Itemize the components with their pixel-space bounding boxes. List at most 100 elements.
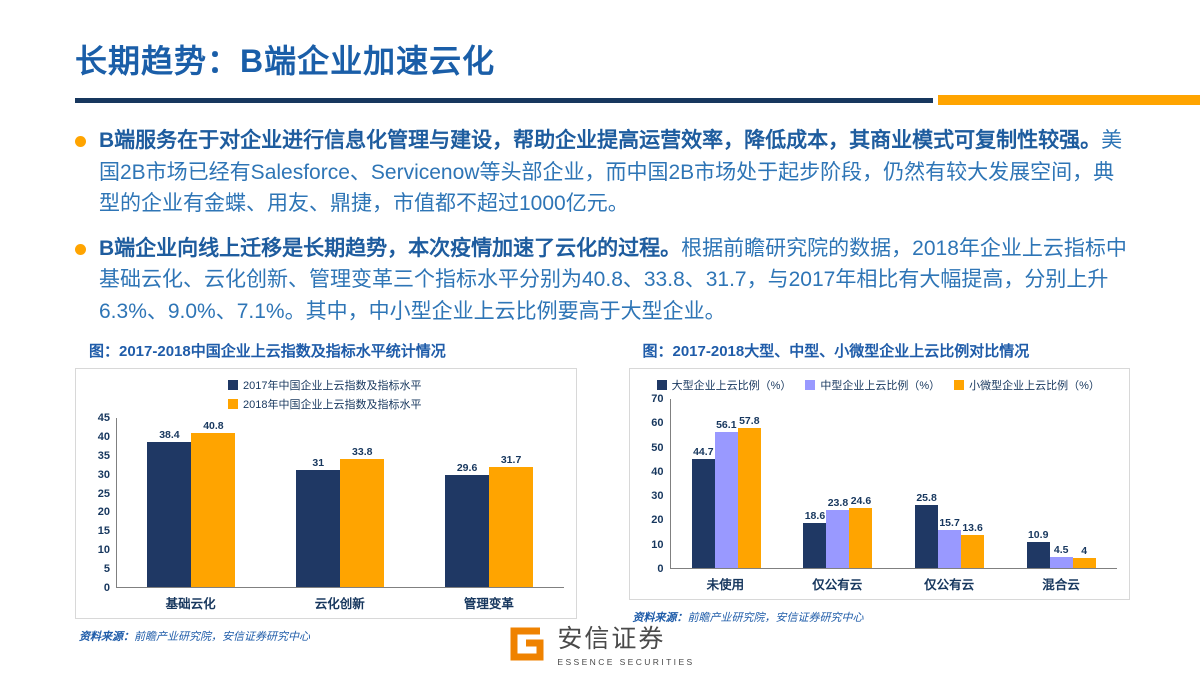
- legend-label: 中型企业上云比例（%）: [820, 380, 941, 392]
- bar: [737, 427, 761, 568]
- bar-with-label: 44.7: [691, 446, 715, 568]
- bar: [849, 508, 873, 568]
- bar-with-label: 38.4: [147, 428, 192, 587]
- source-label: 资料来源：: [79, 631, 134, 643]
- category-label: 云化创新: [314, 597, 365, 611]
- value-label: 33.8: [352, 446, 373, 459]
- plot-wrap: 0 10 20 30 40 50 60 70 44.7 56.1 57.8 18.6 23.8 24.6…: [651, 393, 1118, 593]
- title-divider: [75, 95, 1200, 105]
- divider-orange-bar: [938, 95, 1200, 105]
- bar: [445, 475, 490, 587]
- bar-with-label: 57.8: [737, 414, 761, 568]
- bar-with-label: 25.8: [915, 492, 939, 568]
- bar: [714, 431, 738, 568]
- bar: [1072, 558, 1096, 568]
- bar-with-label: 4: [1072, 545, 1096, 568]
- y-tick-label: 40: [97, 430, 110, 443]
- value-label: 57.8: [739, 414, 760, 427]
- bar: [191, 432, 236, 587]
- legend-swatch: [228, 399, 238, 409]
- bar-group: 10.9 4.5 4: [1005, 399, 1117, 568]
- chart-title: 图：2017-2018中国企业上云指数及指标水平统计情况: [89, 343, 446, 360]
- legend-swatch: [656, 380, 667, 390]
- bar-with-label: 18.6: [803, 509, 827, 568]
- bar: [826, 510, 850, 568]
- value-label: 31.7: [500, 454, 522, 467]
- x-axis-labels: 未使用 仅公有云 仅公有云 混合云: [670, 574, 1118, 593]
- y-tick-label: 45: [97, 412, 110, 424]
- plot-area: 0 5 10 15 20 25 30 35 40 45 38.4 40.8 31 33.8 29.6 31.…: [98, 412, 564, 594]
- charts-row: 图：2017-2018中国企业上云指数及指标水平统计情况 2017年中国企业上云…: [75, 340, 1130, 644]
- category-label: 未使用: [706, 578, 745, 592]
- y-tick-label: 60: [651, 417, 664, 430]
- source-note: 资料来源：前瞻产业研究院，安信证券研究中心: [79, 628, 577, 644]
- bar: [147, 441, 192, 587]
- value-label: 13.6: [962, 521, 983, 534]
- bar: [961, 534, 985, 568]
- chart-frame: 大型企业上云比例（%） 中型企业上云比例（%） 小微型企业上云比例（%） 0 10 20…: [628, 368, 1130, 600]
- bar-with-label: 13.6: [961, 521, 985, 568]
- legend-swatch: [805, 380, 816, 390]
- legend-item: 大型企业上云比例（%）: [656, 377, 792, 393]
- bullet-lead: B端企业向线上迁移是长期趋势，本次疫情加速了云化的过程。: [99, 236, 682, 260]
- bars-zone: 44.7 56.1 57.8 18.6 23.8 24.6 25.8 15.7 13.6 10.9…: [669, 399, 1117, 569]
- y-tick-label: 10: [651, 538, 664, 551]
- enterprise-cloud-ratio-chart: 图：2017-2018大型、中型、小微型企业上云比例对比情况 大型企业上云比例（…: [628, 340, 1130, 644]
- category-label: 混合云: [1042, 578, 1080, 592]
- bar-with-label: 15.7: [938, 517, 962, 568]
- value-label: 23.8: [827, 497, 849, 510]
- page-title: 长期趋势：B端企业加速云化: [75, 43, 496, 79]
- bar: [691, 459, 715, 568]
- bar: [803, 522, 827, 568]
- category-label: 管理变革: [463, 597, 514, 611]
- value-label: 29.6: [456, 462, 478, 475]
- bar-with-label: 31: [296, 456, 341, 587]
- legend-item: 2017年中国企业上云指数及指标水平: [228, 377, 421, 393]
- value-label: 4: [1081, 545, 1088, 558]
- bar-group: 29.6 31.7: [415, 418, 564, 587]
- chart-legend: 大型企业上云比例（%） 中型企业上云比例（%） 小微型企业上云比例（%）: [640, 377, 1118, 393]
- bar-with-label: 24.6: [849, 495, 873, 568]
- bar: [938, 529, 962, 568]
- bullet-icon: [75, 136, 86, 147]
- bar-group: 18.6 23.8 24.6: [782, 399, 894, 568]
- bar-group: 38.4 40.8: [117, 418, 266, 587]
- category-label: 基础云化: [165, 597, 216, 611]
- value-label: 10.9: [1027, 528, 1049, 541]
- y-tick-label: 40: [651, 465, 664, 478]
- brand-subtitle: ESSENCE SECURITIES: [557, 657, 695, 667]
- bars-zone: 38.4 40.8 31 33.8 29.6 31.7: [116, 418, 564, 588]
- chart-title: 图：2017-2018大型、中型、小微型企业上云比例对比情况: [642, 343, 1030, 360]
- y-tick-label: 35: [97, 449, 110, 462]
- y-tick-label: 30: [651, 490, 664, 503]
- y-tick-label: 0: [657, 563, 664, 575]
- value-label: 24.6: [850, 495, 872, 508]
- brand-name: 安信证券: [557, 625, 666, 653]
- y-tick-label: 70: [651, 393, 664, 405]
- value-label: 40.8: [203, 419, 224, 432]
- plot-area: 0 10 20 30 40 50 60 70 44.7 56.1 57.8 18.6 23.8 24.6…: [651, 393, 1117, 575]
- bar: [340, 459, 385, 587]
- bullet-item: B端服务在于对企业进行信息化管理与建设，帮助企业提高运营效率，降低成本，其商业模…: [75, 125, 1130, 220]
- value-label: 38.4: [159, 428, 180, 441]
- bullet-text: B端企业向线上迁移是长期趋势，本次疫情加速了云化的过程。根据前瞻研究院的数据，2…: [99, 233, 1130, 328]
- value-label: 31: [312, 456, 325, 469]
- legend-label: 2017年中国企业上云指数及指标水平: [243, 380, 422, 392]
- legend-label: 2018年中国企业上云指数及指标水平: [243, 399, 422, 411]
- brand-text: 安信证券 ESSENCE SECURITIES: [557, 619, 694, 667]
- footer-brand: 安信证券 ESSENCE SECURITIES: [0, 619, 1200, 667]
- source-text: 前瞻产业研究院，安信证券研究中心: [687, 612, 864, 624]
- bullet-item: B端企业向线上迁移是长期趋势，本次疫情加速了云化的过程。根据前瞻研究院的数据，2…: [75, 233, 1130, 328]
- legend-label: 大型企业上云比例（%）: [671, 380, 792, 392]
- legend-label: 小微型企业上云比例（%）: [969, 380, 1100, 392]
- bar-group: 31 33.8: [266, 418, 415, 587]
- legend-swatch: [954, 380, 965, 390]
- source-label: 资料来源：: [632, 612, 688, 624]
- y-tick-label: 15: [97, 525, 110, 538]
- y-tick-label: 50: [651, 441, 664, 454]
- essence-logo-icon: [510, 627, 544, 661]
- bar-with-label: 56.1: [714, 419, 738, 568]
- value-label: 18.6: [804, 509, 826, 522]
- bullet-text: B端服务在于对企业进行信息化管理与建设，帮助企业提高运营效率，降低成本，其商业模…: [99, 125, 1130, 220]
